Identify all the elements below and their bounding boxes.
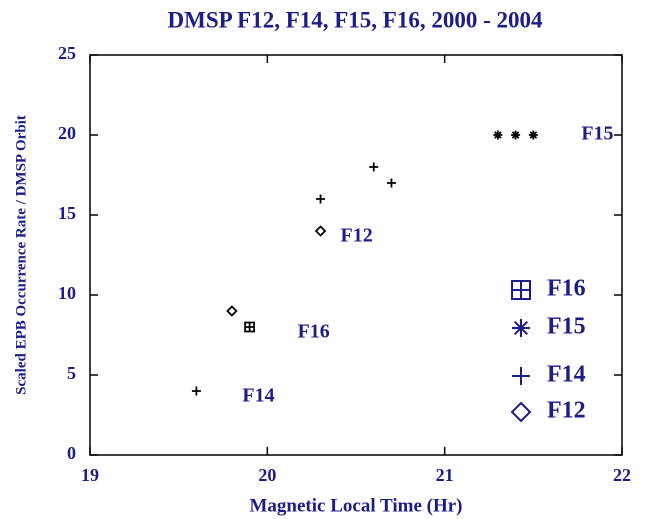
marker (244, 321, 255, 333)
marker (528, 130, 538, 140)
marker (369, 162, 379, 172)
legend-symbol (510, 401, 532, 423)
plot-frame (89, 54, 623, 456)
marker (226, 305, 238, 317)
legend-label: F15 (547, 314, 586, 340)
point-annotation: F12 (341, 225, 373, 247)
y-tick-label: 15 (58, 203, 76, 223)
y-axis-label: Scaled EPB Occurrence Rate / DMSP Orbit (13, 115, 29, 395)
marker (314, 225, 327, 237)
x-tick-label: 19 (81, 465, 99, 485)
x-tick-label: 22 (613, 465, 631, 485)
y-tick-label: 10 (58, 283, 76, 303)
x-tick-label: 21 (436, 465, 454, 485)
y-tick-label: 0 (67, 443, 76, 463)
legend-label: F12 (547, 398, 586, 424)
legend-symbol (512, 319, 530, 337)
marker (493, 130, 503, 140)
y-tick-label: 20 (58, 123, 76, 143)
marker (386, 178, 396, 188)
point-annotation: F14 (242, 385, 274, 407)
marker (316, 194, 326, 204)
y-tick-label: 5 (67, 363, 76, 383)
x-tick-label: 20 (258, 465, 276, 485)
marker (511, 130, 521, 140)
point-annotation: F15 (581, 123, 613, 145)
y-tick-label: 25 (58, 43, 76, 63)
legend-label: F16 (547, 276, 586, 302)
legend-symbol (511, 280, 531, 300)
chart-title: DMSP F12, F14, F15, F16, 2000 - 2004 (168, 7, 543, 32)
legend-label: F14 (547, 362, 586, 388)
point-annotation: F16 (298, 321, 330, 343)
x-axis-label: Magnetic Local Time (Hr) (250, 495, 463, 516)
legend-symbol (512, 367, 530, 385)
marker (191, 386, 201, 396)
